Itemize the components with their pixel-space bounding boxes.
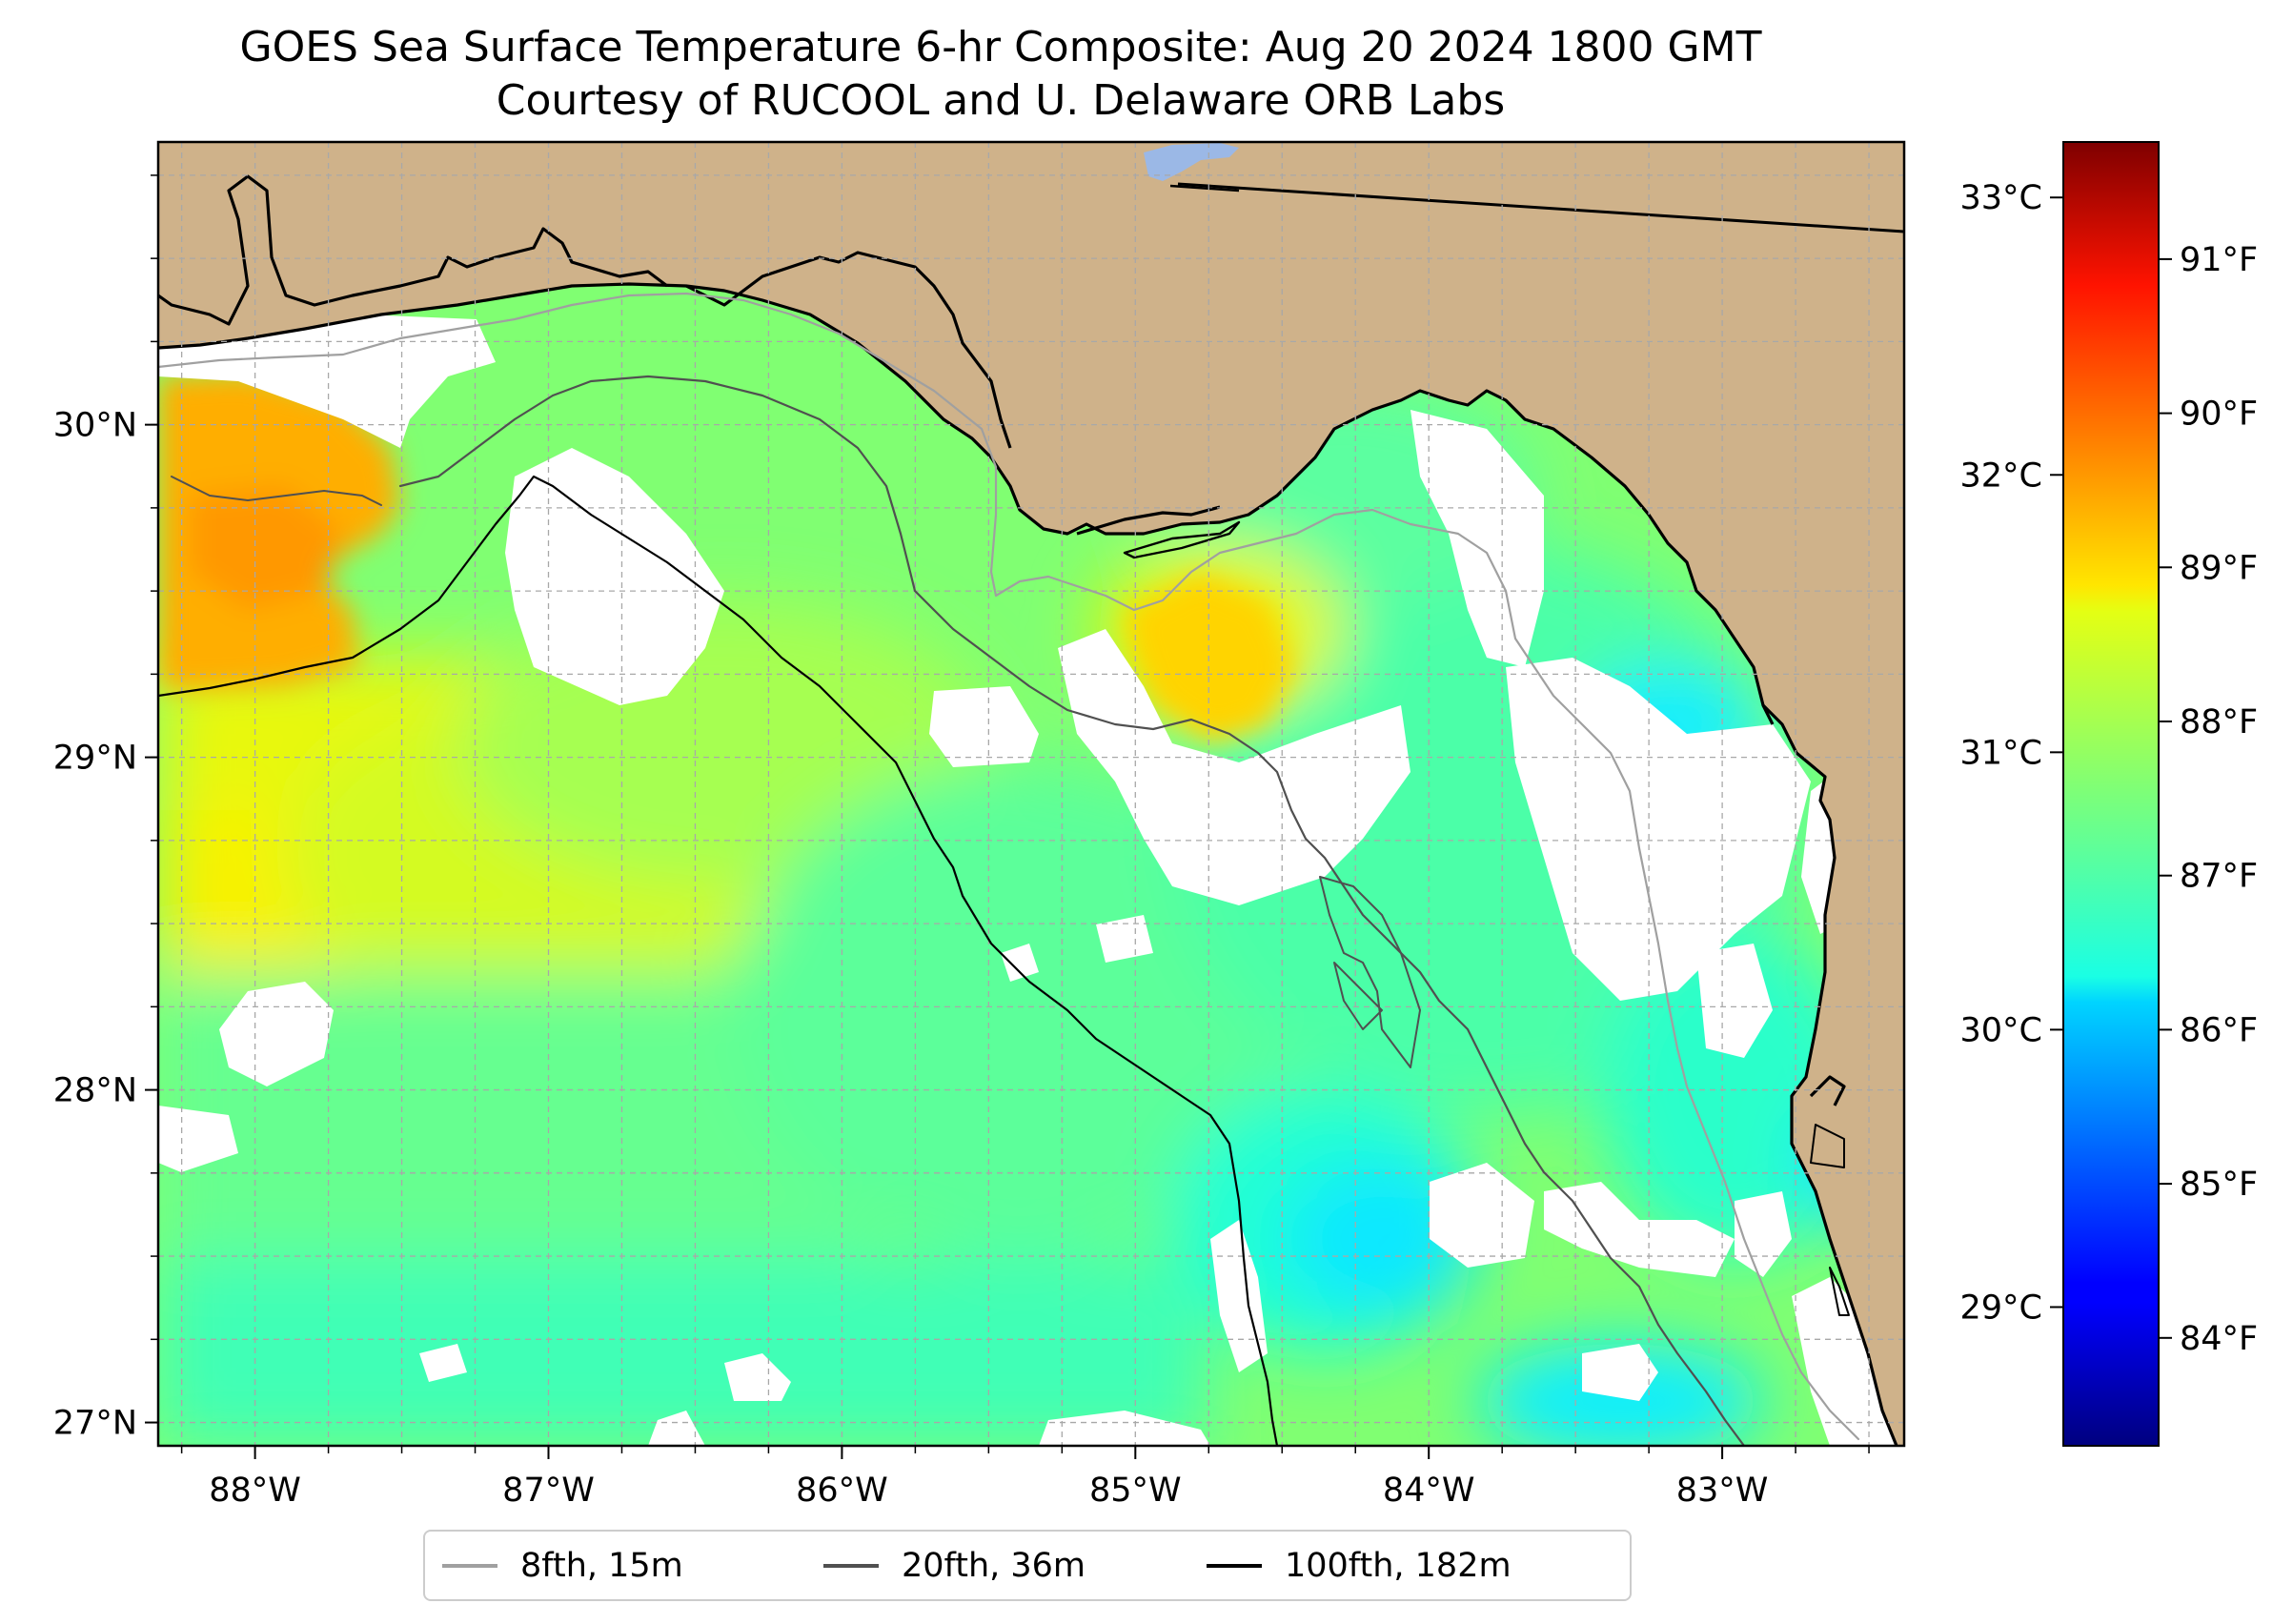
lon-tick-label: 84°W: [1383, 1472, 1475, 1510]
colorbar-fahrenheit-label: 84°F: [2180, 1320, 2258, 1358]
legend-line-8fth: [442, 1564, 497, 1568]
map-frame: [156, 140, 1906, 1448]
colorbar-ticks: 29°C 30°C 31°C 32°C 33°C 84°F 85°F 86°F 87°F 88°F…: [1960, 179, 2259, 1358]
isobath-20fth-islands: [171, 476, 1421, 1068]
legend-line-100fth: [1207, 1564, 1262, 1568]
legend-item-100fth: 100fth, 182m: [1207, 1547, 1512, 1585]
colorbar-fahrenheit-label: 86°F: [2180, 1011, 2258, 1049]
lat-tick-label: 27°N: [53, 1405, 137, 1443]
colorbar-fahrenheit-label: 87°F: [2180, 858, 2258, 896]
land: [158, 142, 1904, 1446]
colorbar-fahrenheit-label: 90°F: [2180, 396, 2258, 434]
lat-tick-label: 28°N: [53, 1072, 137, 1110]
colorbar-fahrenheit-label: 85°F: [2180, 1166, 2258, 1204]
colorbar-fahrenheit-label: 89°F: [2180, 549, 2258, 587]
colorbar-celsius-label: 30°C: [1960, 1011, 2042, 1049]
isobath-100fth: [158, 475, 1279, 1446]
isobath-8fth: [158, 292, 1860, 1441]
sst-field-shading: [158, 381, 1904, 1446]
isobaths: [158, 292, 1860, 1446]
sst-warm-patch-west: [158, 372, 1296, 743]
lat-tick-label: 30°N: [53, 407, 137, 445]
colorbar-celsius-label: 31°C: [1960, 734, 2042, 772]
gridlines: [158, 142, 1904, 1446]
lon-tick-label: 87°W: [502, 1472, 595, 1510]
legend-label-8fth: 8fth, 15m: [520, 1547, 683, 1585]
colorbar: [2062, 141, 2160, 1447]
colorbar-celsius-label: 29°C: [1960, 1289, 2042, 1327]
chart-subtitle: Courtesy of RUCOOL and U. Delaware ORB L…: [496, 76, 1506, 125]
isobath-legend: 8fth, 15m 20fth, 36m 100fth, 182m: [423, 1530, 1632, 1601]
lon-tick-label: 85°W: [1089, 1472, 1182, 1510]
map-axes: 88°W 87°W 86°W 85°W 84°W 83°W 30°N 29°N 28°N 27°N: [53, 174, 1870, 1510]
chart-title: GOES Sea Surface Temperature 6-hr Compos…: [239, 23, 1762, 71]
colorbar-fahrenheit-label: 88°F: [2180, 703, 2258, 741]
colorbar-celsius-label: 32°C: [1960, 457, 2042, 495]
lake: [1144, 143, 1239, 181]
lon-tick-label: 86°W: [796, 1472, 888, 1510]
legend-label-20fth: 20fth, 36m: [902, 1547, 1086, 1585]
legend-line-20fth: [823, 1564, 879, 1568]
colorbar-celsius-label: 33°C: [1960, 179, 2042, 217]
coastline: [158, 174, 1898, 1446]
legend-item-20fth: 20fth, 36m: [823, 1547, 1086, 1585]
lon-tick-label: 83°W: [1676, 1472, 1769, 1510]
legend-label-100fth: 100fth, 182m: [1285, 1547, 1512, 1585]
legend-item-8fth: 8fth, 15m: [442, 1547, 683, 1585]
colorbar-fahrenheit-label: 91°F: [2180, 241, 2258, 279]
map-panel: [158, 142, 1904, 1446]
lat-tick-label: 29°N: [53, 740, 137, 778]
state-border: [1177, 182, 1904, 233]
lon-tick-label: 88°W: [209, 1472, 301, 1510]
isobath-20fth: [398, 375, 1746, 1446]
